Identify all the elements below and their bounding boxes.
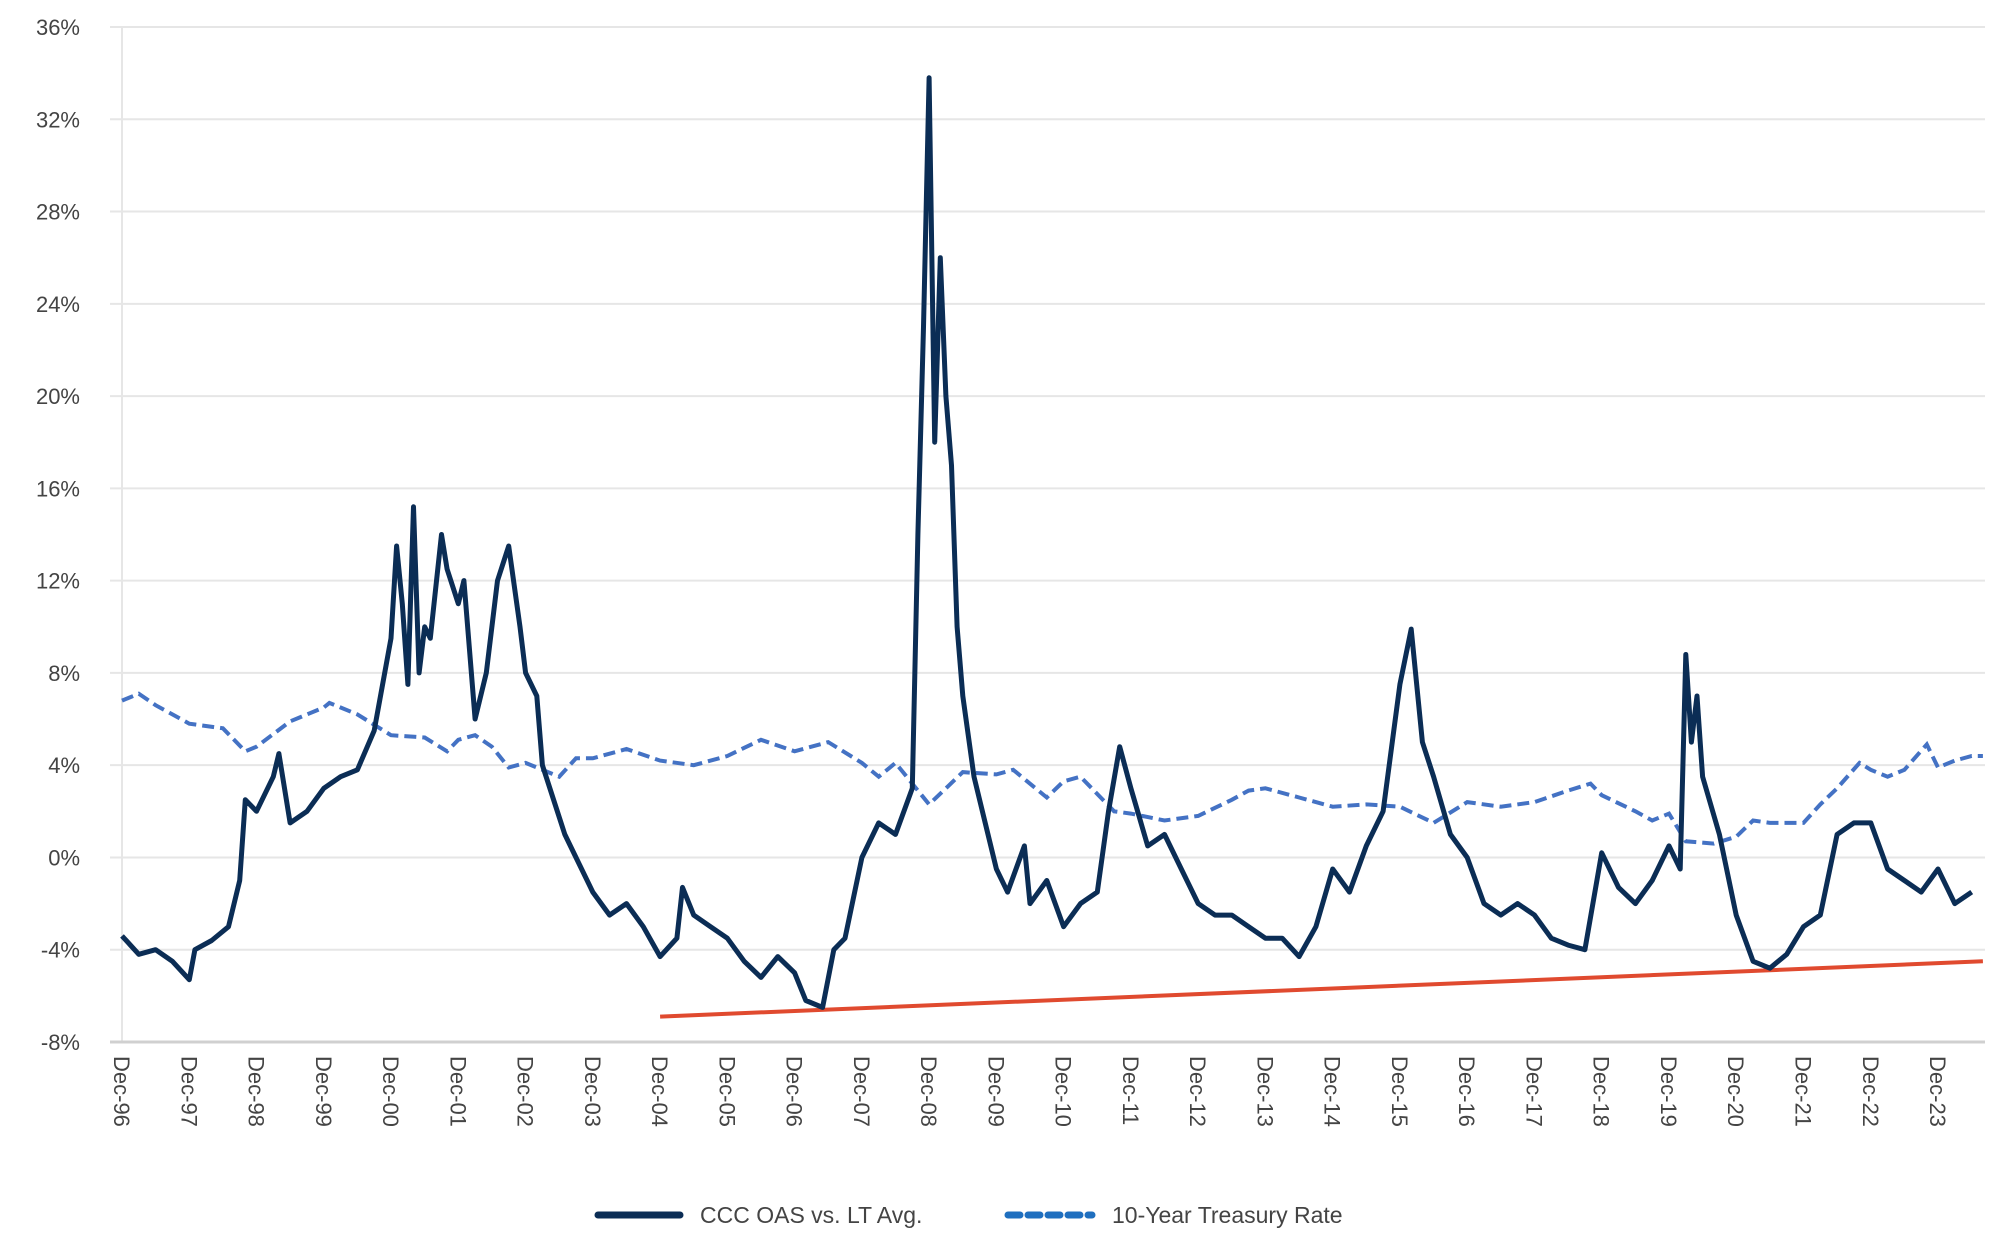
y-tick-label: 32% bbox=[36, 107, 80, 132]
x-tick-label: Dec-13 bbox=[1252, 1056, 1277, 1127]
trend-line bbox=[660, 959, 1983, 1019]
series-line-treasury bbox=[121, 691, 1983, 846]
y-tick-label: 16% bbox=[36, 476, 80, 501]
y-axis-ticks: -8% -4% 0% 4% 8% 12% 16% 20% 24% 28% 32% 36% bbox=[36, 15, 80, 1055]
x-tick-label: Dec-06 bbox=[782, 1056, 807, 1127]
legend: CCC OAS vs. LT Avg. 10-Year Treasury Rat… bbox=[594, 1202, 1343, 1228]
x-tick-label: Dec-04 bbox=[647, 1056, 672, 1127]
x-tick-label: Dec-98 bbox=[244, 1056, 269, 1127]
x-tick-label: Dec-07 bbox=[849, 1056, 874, 1127]
y-tick-label: 36% bbox=[36, 15, 80, 40]
x-tick-label: Dec-14 bbox=[1320, 1056, 1345, 1127]
y-tick-label: 20% bbox=[36, 384, 80, 409]
series-line-ccc bbox=[120, 75, 1974, 1010]
x-tick-label: Dec-23 bbox=[1925, 1056, 1950, 1127]
y-tick-label: 8% bbox=[48, 661, 80, 686]
legend-label-treasury: 10-Year Treasury Rate bbox=[1112, 1202, 1343, 1228]
x-tick-label: Dec-11 bbox=[1118, 1056, 1143, 1125]
y-tick-label: 4% bbox=[48, 753, 80, 778]
x-tick-label: Dec-12 bbox=[1185, 1056, 1210, 1127]
x-tick-label: Dec-02 bbox=[513, 1056, 538, 1127]
x-tick-label: Dec-03 bbox=[580, 1056, 605, 1127]
x-axis-ticks: Dec-96 Dec-97 Dec-98 Dec-99 Dec-00 Dec-01 Dec-… bbox=[109, 1056, 1950, 1127]
series-lines bbox=[120, 75, 1983, 1019]
x-tick-label: Dec-21 bbox=[1791, 1056, 1816, 1127]
x-tick-label: Dec-00 bbox=[378, 1056, 403, 1127]
y-tick-label: -8% bbox=[41, 1030, 80, 1055]
x-tick-label: Dec-09 bbox=[983, 1056, 1008, 1127]
x-tick-label: Dec-17 bbox=[1521, 1056, 1546, 1127]
x-tick-label: Dec-16 bbox=[1454, 1056, 1479, 1127]
x-tick-label: Dec-19 bbox=[1656, 1056, 1681, 1127]
y-tick-label: 28% bbox=[36, 200, 80, 225]
y-tick-label: 12% bbox=[36, 569, 80, 594]
legend-label-ccc: CCC OAS vs. LT Avg. bbox=[700, 1202, 922, 1228]
x-tick-label: Dec-05 bbox=[714, 1056, 739, 1127]
y-tick-label: 0% bbox=[48, 845, 80, 870]
x-tick-label: Dec-99 bbox=[311, 1056, 336, 1127]
x-tick-label: Dec-01 bbox=[445, 1056, 470, 1127]
y-tick-label: -4% bbox=[41, 938, 80, 963]
gridlines bbox=[110, 26, 1985, 1044]
x-tick-label: Dec-15 bbox=[1387, 1056, 1412, 1127]
x-tick-label: Dec-10 bbox=[1051, 1056, 1076, 1127]
x-tick-label: Dec-96 bbox=[109, 1056, 134, 1127]
x-tick-label: Dec-22 bbox=[1858, 1056, 1883, 1127]
x-tick-label: Dec-08 bbox=[916, 1056, 941, 1127]
x-tick-label: Dec-18 bbox=[1589, 1056, 1614, 1127]
x-tick-label: Dec-97 bbox=[176, 1056, 201, 1127]
y-tick-label: 24% bbox=[36, 292, 80, 317]
x-tick-label: Dec-20 bbox=[1723, 1056, 1748, 1127]
